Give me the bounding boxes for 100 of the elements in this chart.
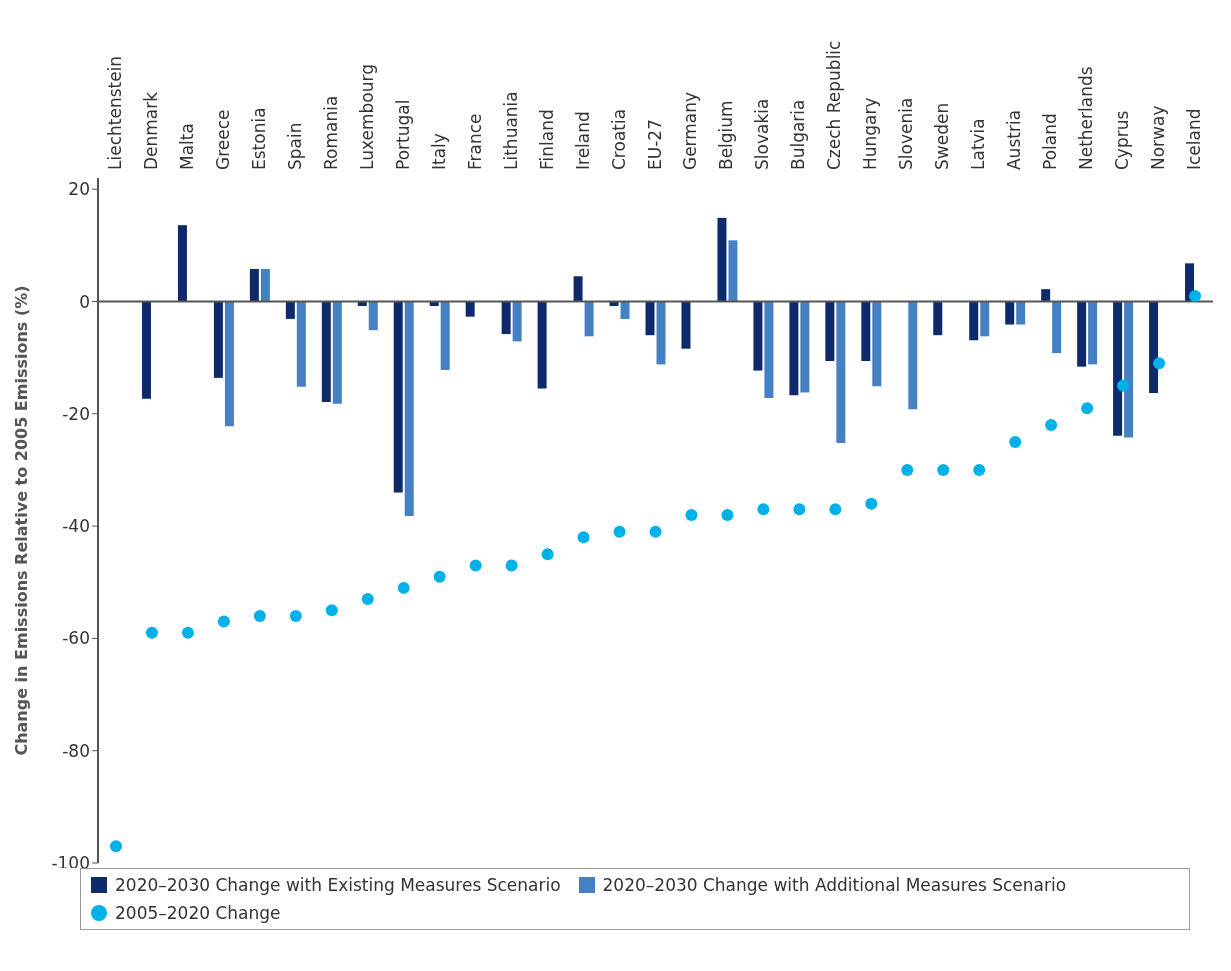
point [865,497,878,510]
point [217,615,230,628]
bar [908,301,918,410]
point [901,463,914,476]
bar [825,301,835,362]
bar [177,225,187,302]
x-tick-label: Germany [680,91,701,170]
x-tick-label: Lithuania [500,91,521,170]
bar [1088,301,1098,365]
point [541,548,554,561]
point [469,559,482,572]
point [361,593,374,606]
point [181,626,194,639]
x-tick-label: Cyprus [1112,110,1133,170]
x-tick-label: Estonia [248,107,269,170]
bar [800,301,810,393]
bar [440,301,450,371]
bar [1113,301,1123,436]
bar [224,301,234,427]
bar [1077,301,1087,367]
point [685,508,698,521]
bar [501,301,511,335]
x-tick-label: Poland [1040,113,1061,170]
x-tick-label: Spain [284,122,305,170]
bar [836,301,846,444]
y-tick-label: -20 [62,403,90,424]
bar [872,301,882,387]
point [1009,435,1022,448]
bar [980,301,990,337]
point [505,559,518,572]
x-tick-label: Ireland [572,111,593,170]
x-tick-label: Hungary [860,97,881,170]
x-tick-label: EU-27 [644,119,665,170]
bar [861,301,871,362]
bar [933,301,943,336]
bar [1052,301,1062,354]
bar [620,301,630,319]
y-tick-label: 0 [79,291,90,312]
x-tick-label: Malta [176,123,197,170]
bar [537,301,547,389]
y-tick-label: -40 [62,516,90,537]
legend-label: 2005–2020 Change [115,903,281,923]
bar [789,301,799,396]
point [1045,419,1058,432]
x-tick-label: Greece [212,109,233,170]
bar [332,301,342,404]
bar [1041,289,1051,302]
point [1153,357,1166,370]
x-tick-label: Luxembourg [356,64,377,170]
y-tick-label: -80 [62,740,90,761]
bar [296,301,306,387]
x-tick-label: Slovenia [896,97,917,170]
point [253,609,266,622]
x-tick-label: Slovakia [752,98,773,170]
bar [717,217,727,302]
y-axis-title: Change in Emissions Relative to 2005 Emissions (%) [11,285,31,756]
bar [1016,301,1026,325]
point [829,503,842,516]
point [145,626,158,639]
bar [1149,301,1159,394]
bar [728,240,738,302]
bar [404,301,414,517]
x-tick-label: Finland [536,109,557,170]
point [793,503,806,516]
legend-label: 2020–2030 Change with Additional Measures Scenario [602,875,1067,895]
bar [969,301,979,341]
legend-label: 2020–2030 Change with Existing Measures Scenario [115,875,561,895]
x-tick-label: Czech Republic [824,40,845,170]
bar [249,268,259,302]
bar [285,301,295,319]
bar [260,268,270,302]
point [433,570,446,583]
x-tick-label: Austria [1004,109,1025,170]
bar [584,301,594,337]
x-tick-label: Portugal [392,99,413,170]
point [1081,402,1094,415]
x-tick-label: Romania [320,95,341,170]
point [937,463,950,476]
bar [656,301,666,365]
point [289,609,302,622]
x-tick-label: Sweden [932,102,953,170]
point [649,525,662,538]
x-tick-label: Bulgaria [788,99,809,170]
x-tick-label: Croatia [608,108,629,170]
bar [393,301,403,493]
point [397,581,410,594]
point [973,463,986,476]
y-tick-label: -60 [62,628,90,649]
bar [645,301,655,336]
bar [512,301,522,342]
y-tick-label: 20 [68,179,90,200]
x-tick-label: Liechtenstein [104,55,125,170]
point [1117,379,1130,392]
bar [1124,301,1134,438]
bar [681,301,691,349]
x-tick-label: Netherlands [1076,66,1097,170]
bar [368,301,378,331]
point [577,531,590,544]
point [757,503,770,516]
point [325,604,338,617]
